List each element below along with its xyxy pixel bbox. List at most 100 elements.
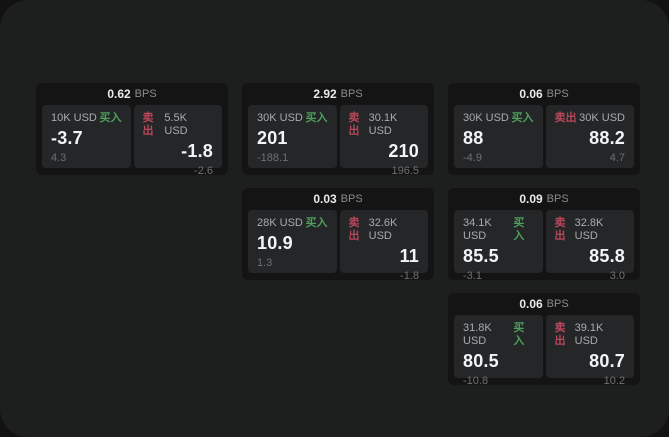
- buy-size: 10K USD: [51, 112, 97, 124]
- sell-size: 30.1K USD: [368, 112, 398, 137]
- buy-panel-top: 10K USD 买入: [51, 112, 122, 125]
- sell-panel-top: 卖出 30K USD: [555, 112, 626, 125]
- buy-panel-top: 30K USD 买入: [257, 112, 328, 125]
- buy-price: 10.9: [257, 233, 293, 253]
- sell-side-label: 卖出: [554, 322, 566, 347]
- buy-sub-value: -3.1: [463, 270, 482, 282]
- bps-value: 0.06: [519, 87, 543, 101]
- sell-price: -1.8: [181, 141, 213, 161]
- sell-sub-value: 10.2: [603, 375, 625, 387]
- sell-sub-value: 4.7: [609, 152, 625, 164]
- sell-size: 30K USD: [579, 112, 625, 124]
- sell-panel-top: 卖出 39.1K USD: [555, 322, 626, 348]
- buy-side-label: 买入: [511, 112, 534, 124]
- buy-panel-top: 28K USD 买入: [257, 217, 328, 230]
- quote-card: 0.09 BPS 34.1K USD 买入 85.5 -3.1 卖出 32.8K…: [448, 188, 640, 282]
- quote-card-body: 30K USD 买入 201 -188.1 卖出 30.1K USD 210 1…: [242, 105, 434, 177]
- quote-card-body: 10K USD 买入 -3.7 4.3 卖出 5.5K USD -1.8 -2.…: [36, 105, 228, 177]
- sell-price: 210: [388, 141, 419, 161]
- bps-value: 0.06: [519, 297, 543, 311]
- sell-panel-top: 卖出 30.1K USD: [349, 112, 420, 138]
- buy-size: 30K USD: [463, 112, 509, 124]
- sell-size: 32.8K USD: [574, 217, 604, 242]
- buy-size: 31.8K USD: [463, 322, 492, 347]
- bps-value: 0.62: [107, 87, 131, 101]
- buy-size: 30K USD: [257, 112, 303, 124]
- buy-panel[interactable]: 34.1K USD 买入 85.5 -3.1: [454, 210, 543, 282]
- sell-size: 39.1K USD: [574, 322, 604, 347]
- sell-side-label: 卖出: [348, 217, 360, 242]
- buy-price: 88: [463, 128, 484, 148]
- sell-side-label: 卖出: [554, 112, 577, 124]
- buy-panel-top: 31.8K USD 买入: [463, 322, 534, 348]
- quote-card-body: 30K USD 买入 88 -4.9 卖出 30K USD 88.2 4.7: [448, 105, 640, 168]
- sell-panel[interactable]: 卖出 30K USD 88.2 4.7: [545, 105, 634, 168]
- buy-side-label: 买入: [513, 322, 525, 347]
- sell-panel[interactable]: 卖出 32.6K USD 11 -1.8: [339, 210, 428, 282]
- sell-price: 85.8: [589, 246, 625, 266]
- sell-panel[interactable]: 卖出 5.5K USD -1.8 -2.6: [133, 105, 222, 177]
- bps-unit-label: BPS: [546, 193, 569, 205]
- sell-panel-top: 卖出 32.6K USD: [349, 217, 420, 243]
- sell-panel[interactable]: 卖出 32.8K USD 85.8 3.0: [545, 210, 634, 282]
- sell-panel[interactable]: 卖出 39.1K USD 80.7 10.2: [545, 315, 634, 387]
- buy-panel[interactable]: 10K USD 买入 -3.7 4.3: [42, 105, 131, 168]
- buy-price: 201: [257, 128, 288, 148]
- sell-side-label: 卖出: [348, 112, 360, 137]
- buy-panel-top: 30K USD 买入: [463, 112, 534, 125]
- buy-price: -3.7: [51, 128, 83, 148]
- buy-panel[interactable]: 28K USD 买入 10.9 1.3: [248, 210, 337, 273]
- bps-header: 0.09 BPS: [448, 188, 640, 210]
- bps-header: 2.92 BPS: [242, 83, 434, 105]
- buy-side-label: 买入: [99, 112, 122, 124]
- sell-price: 80.7: [589, 351, 625, 371]
- buy-size: 28K USD: [257, 217, 303, 229]
- bps-unit-label: BPS: [546, 298, 569, 310]
- sell-side-label: 卖出: [554, 217, 566, 242]
- buy-sub-value: -4.9: [463, 152, 482, 164]
- sell-size: 5.5K USD: [164, 112, 188, 137]
- buy-panel-top: 34.1K USD 买入: [463, 217, 534, 243]
- buy-side-label: 买入: [305, 112, 328, 124]
- quote-card: 0.06 BPS 30K USD 买入 88 -4.9 卖出 30K USD 8…: [448, 83, 640, 175]
- quote-card-body: 28K USD 买入 10.9 1.3 卖出 32.6K USD 11 -1.8: [242, 210, 434, 282]
- sell-size: 32.6K USD: [368, 217, 398, 242]
- bps-unit-label: BPS: [340, 193, 363, 205]
- quote-card-body: 31.8K USD 买入 80.5 -10.8 卖出 39.1K USD 80.…: [448, 315, 640, 387]
- buy-price: 85.5: [463, 246, 499, 266]
- quote-card: 0.06 BPS 31.8K USD 买入 80.5 -10.8 卖出 39.1…: [448, 293, 640, 387]
- bps-unit-label: BPS: [134, 88, 157, 100]
- sell-sub-value: -2.6: [194, 165, 213, 177]
- sell-panel[interactable]: 卖出 30.1K USD 210 196.5: [339, 105, 428, 177]
- buy-size: 34.1K USD: [463, 217, 492, 242]
- sell-price: 88.2: [589, 128, 625, 148]
- sell-sub-value: -1.8: [400, 270, 419, 282]
- buy-sub-value: 4.3: [51, 152, 67, 164]
- buy-panel[interactable]: 30K USD 买入 88 -4.9: [454, 105, 543, 168]
- bps-value: 2.92: [313, 87, 337, 101]
- quote-card: 2.92 BPS 30K USD 买入 201 -188.1 卖出 30.1K …: [242, 83, 434, 177]
- buy-sub-value: 1.3: [257, 257, 273, 269]
- buy-panel[interactable]: 31.8K USD 买入 80.5 -10.8: [454, 315, 543, 387]
- bps-unit-label: BPS: [340, 88, 363, 100]
- bps-header: 0.62 BPS: [36, 83, 228, 105]
- buy-sub-value: -10.8: [463, 375, 489, 387]
- quote-card: 0.03 BPS 28K USD 买入 10.9 1.3 卖出 32.6K US…: [242, 188, 434, 282]
- sell-panel-top: 卖出 5.5K USD: [143, 112, 214, 138]
- buy-panel[interactable]: 30K USD 买入 201 -188.1: [248, 105, 337, 168]
- bps-value: 0.09: [519, 192, 543, 206]
- bps-header: 0.06 BPS: [448, 83, 640, 105]
- bps-header: 0.06 BPS: [448, 293, 640, 315]
- sell-sub-value: 196.5: [391, 165, 419, 177]
- sell-sub-value: 3.0: [609, 270, 625, 282]
- quote-card: 0.62 BPS 10K USD 买入 -3.7 4.3 卖出 5.5K USD…: [36, 83, 228, 177]
- buy-side-label: 买入: [513, 217, 525, 242]
- sell-side-label: 卖出: [142, 112, 154, 137]
- bps-unit-label: BPS: [546, 88, 569, 100]
- bps-header: 0.03 BPS: [242, 188, 434, 210]
- bps-value: 0.03: [313, 192, 337, 206]
- buy-side-label: 买入: [305, 217, 328, 229]
- buy-price: 80.5: [463, 351, 499, 371]
- quote-card-body: 34.1K USD 买入 85.5 -3.1 卖出 32.8K USD 85.8…: [448, 210, 640, 282]
- buy-sub-value: -188.1: [257, 152, 289, 164]
